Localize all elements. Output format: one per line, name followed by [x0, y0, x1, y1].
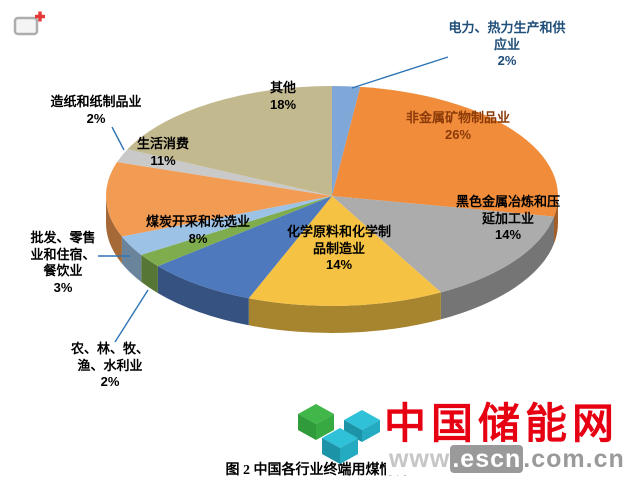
pie-slice — [121, 196, 333, 255]
pie-slice — [141, 196, 332, 267]
url-www: www — [389, 445, 451, 473]
pie-slice-side — [141, 254, 158, 294]
pie-slice — [332, 86, 558, 217]
pie-slice-side — [157, 266, 249, 326]
segment-name: 煤炭开采和洗选业 — [145, 214, 250, 229]
segment-name: 电力、热力生产和供应业 — [448, 20, 566, 52]
pie-label-paper-products: 造纸和纸制品业 2% — [45, 94, 147, 127]
segment-percent: 26% — [444, 126, 472, 142]
pie-label-nonmetal-minerals: 非金属矿物制品业 26% — [388, 110, 528, 143]
segment-name: 批发、零售业和住宿、餐饮业 — [30, 230, 96, 279]
watermark-url: www.escn.com.cn — [386, 444, 628, 475]
segment-name: 农、林、牧、渔、水利业 — [70, 341, 149, 373]
segment-name: 化学原料和化学制品制造业 — [286, 224, 391, 256]
pie-label-chemical: 化学原料和化学制品制造业 14% — [283, 224, 395, 274]
pie-slice — [332, 196, 554, 293]
segment-percent: 14% — [494, 227, 522, 243]
segment-percent: 2% — [497, 53, 517, 69]
pie-label-other: 其他 18% — [252, 80, 314, 113]
segment-percent: 2% — [100, 374, 120, 390]
escn-logo-icon — [298, 404, 380, 464]
segment-name: 造纸和纸制品业 — [50, 94, 142, 109]
pie-slice — [332, 86, 361, 196]
pie-label-wholesale-retail: 批发、零售业和住宿、餐饮业 3% — [28, 230, 98, 297]
watermark-site-name: 中国储能网 — [384, 400, 620, 447]
segment-percent: 3% — [53, 279, 73, 295]
pie-label-household-consumption: 生活消费 11% — [122, 136, 204, 169]
screenshot-icon[interactable] — [12, 10, 48, 45]
pie-label-ferrous-metal: 黑色金属冶炼和压延加工业 14% — [452, 194, 564, 244]
segment-name: 非金属矿物制品业 — [405, 110, 510, 125]
pie-slice-side — [440, 216, 554, 320]
segment-percent: 11% — [150, 152, 176, 168]
pie-label-coal-mining: 煤炭开采和洗选业 8% — [137, 214, 259, 247]
pie-slice-side — [554, 196, 558, 244]
pie-slice — [157, 196, 332, 299]
pie-slice-side — [248, 292, 441, 334]
segment-name: 生活消费 — [136, 136, 189, 151]
pie-slice — [127, 86, 332, 196]
pie-slice-side — [121, 236, 142, 282]
url-escn: .escn — [450, 445, 524, 473]
segment-name: 其他 — [269, 80, 296, 95]
pie-label-agriculture: 农、林、牧、渔、水利业 2% — [68, 341, 152, 391]
leader-line — [351, 56, 449, 89]
pie-slice — [117, 149, 332, 196]
leader-line — [111, 126, 125, 151]
segment-percent: 18% — [269, 96, 297, 112]
segment-name: 黑色金属冶炼和压延加工业 — [455, 194, 560, 226]
pie-slice-side — [106, 196, 122, 264]
segment-percent: 14% — [325, 257, 353, 273]
url-domain: .com.cn — [523, 445, 625, 473]
segment-percent: 8% — [188, 230, 208, 246]
pie-slice — [106, 162, 332, 237]
leader-line — [114, 289, 149, 343]
pie-label-electricity-heat: 电力、热力生产和供应业 2% — [444, 20, 570, 70]
figure-caption: 图 2 中国各行业终端用煤情况 — [225, 463, 408, 478]
segment-percent: 2% — [86, 110, 106, 126]
pie-slice — [248, 196, 441, 307]
